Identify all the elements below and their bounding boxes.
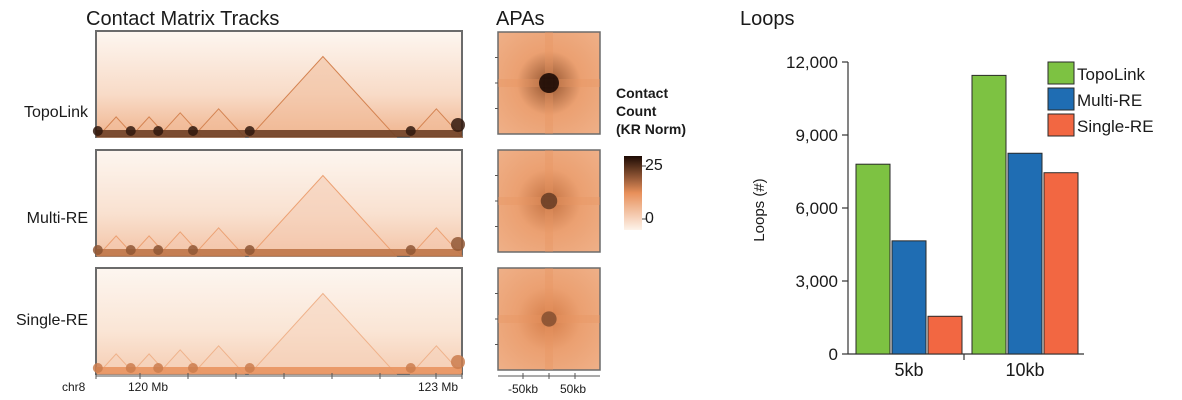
contact-track-0 xyxy=(92,30,465,138)
legend-label-single-re: Single-RE xyxy=(1077,117,1154,136)
colorbar-title-line-2: Count xyxy=(616,103,657,119)
legend-swatch-single-re xyxy=(1047,113,1075,137)
apa-panel-0 xyxy=(495,31,601,135)
y-tick-label: 3,000 xyxy=(795,272,838,291)
y-tick-label: 0 xyxy=(829,345,838,364)
x-tick-label: 10kb xyxy=(1005,360,1044,380)
y-axis-label: Loops (#) xyxy=(751,178,768,241)
track-label-single-re: Single-RE xyxy=(15,312,88,329)
y-tick-label: 12,000 xyxy=(786,53,838,72)
bar-topolink-5kb xyxy=(855,163,891,355)
bar-single-re-5kb xyxy=(927,315,963,355)
track-label-topolink: TopoLink xyxy=(23,104,88,121)
apa-tick-left: -50kb xyxy=(508,382,539,396)
legend-swatch-topolink xyxy=(1047,61,1075,85)
track-label-multi-re: Multi-RE xyxy=(26,210,88,227)
legend-label-multi-re: Multi-RE xyxy=(1077,91,1142,110)
apa-panel-2 xyxy=(495,267,601,371)
loops-panel-title: Loops xyxy=(740,8,795,30)
bar-multi-re-10kb xyxy=(1007,152,1043,355)
legend-label-topolink: TopoLink xyxy=(1077,65,1146,84)
legend-swatch-multi-re xyxy=(1047,87,1075,111)
colorbar-title-line-1: Contact xyxy=(616,85,669,101)
apa-axis xyxy=(498,373,600,379)
contact-track-1 xyxy=(92,149,465,257)
y-tick-label: 6,000 xyxy=(795,199,838,218)
apa-tick-right: 50kb xyxy=(560,382,587,396)
contact-track-2 xyxy=(92,267,465,375)
bar-multi-re-5kb xyxy=(891,240,927,355)
apa-panel-title: APAs xyxy=(496,8,545,30)
chrom-label: chr8 xyxy=(62,380,86,394)
genome-axis xyxy=(95,373,463,379)
colorbar-title-line-3: (KR Norm) xyxy=(616,121,686,137)
y-tick-label: 9,000 xyxy=(795,126,838,145)
colorbar xyxy=(624,156,642,230)
bar-single-re-10kb xyxy=(1043,172,1079,355)
apa-panel-1 xyxy=(495,149,601,253)
bar-topolink-10kb xyxy=(971,74,1007,355)
x-tick-label: 5kb xyxy=(894,360,923,380)
genome-end-label: 123 Mb xyxy=(418,380,459,394)
tracks-panel-title: Contact Matrix Tracks xyxy=(86,8,280,30)
colorbar-title: Contact Count (KR Norm) xyxy=(616,84,686,138)
genome-start-label: 120 Mb xyxy=(128,380,169,394)
colorbar-max-label: 25 xyxy=(645,157,663,174)
colorbar-min-label: 0 xyxy=(645,210,654,227)
